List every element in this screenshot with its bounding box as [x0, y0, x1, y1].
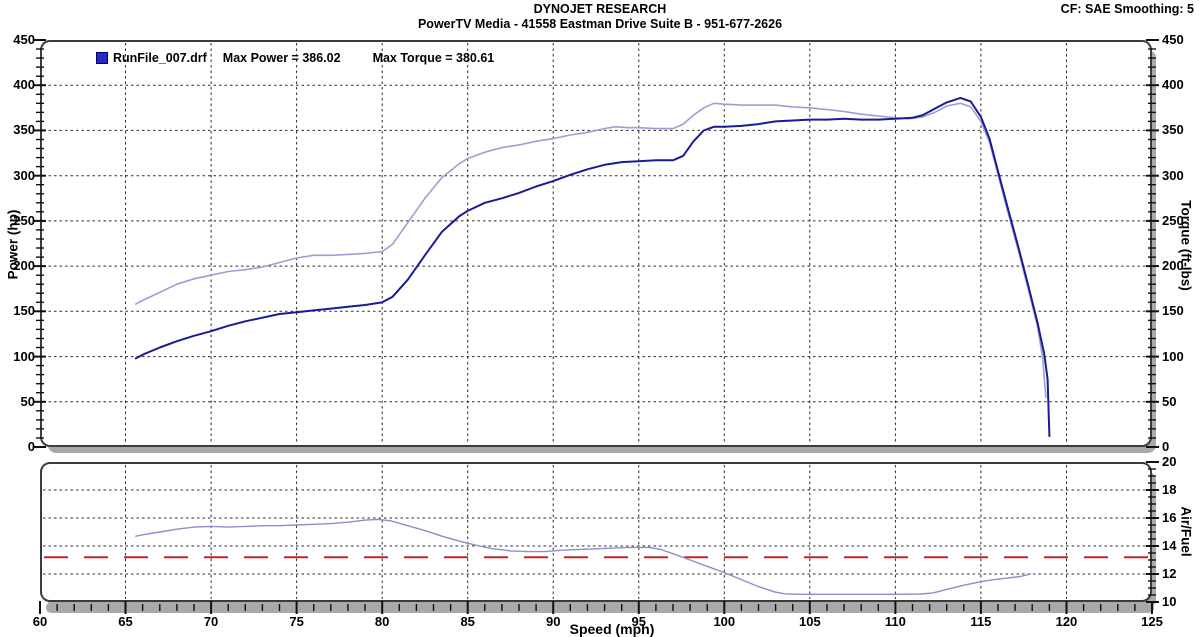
power-tick-label: 0 [27, 439, 35, 454]
torque-tick-label: 250 [1162, 212, 1184, 228]
power-axis-title: Power (hp) [5, 209, 21, 280]
speed-tick-label: 115 [970, 614, 992, 629]
airfuel-tick-label: 20 [1162, 454, 1177, 469]
torque-tick-label: 350 [1162, 122, 1184, 138]
correction-smoothing-info: CF: SAE Smoothing: 5 [1060, 2, 1194, 16]
power-tick-label: 400 [13, 77, 35, 93]
torque-tick-label: 400 [1162, 77, 1184, 93]
speed-tick-label: 75 [289, 614, 304, 629]
airfuel-plot-area [40, 462, 1152, 602]
torque-tick-label: 0 [1162, 439, 1170, 454]
torque-axis-title: Torque (ft-lbs) [1178, 200, 1194, 291]
power-tick-label: 350 [13, 122, 35, 138]
speed-tick-label: 85 [460, 614, 475, 629]
power-tick-label: 100 [13, 348, 35, 364]
speed-tick-label: 125 [1141, 614, 1163, 629]
speed-tick-label: 65 [118, 614, 133, 629]
speed-tick-label: 105 [798, 614, 821, 629]
airfuel-tick-label: 18 [1162, 482, 1177, 497]
speed-tick-label: 80 [374, 614, 390, 629]
legend-max-power: Max Power = 386.02 [222, 51, 341, 65]
x-axis-bar [46, 602, 1154, 613]
torque-tick-label: 300 [1162, 167, 1184, 183]
speed-axis-title: Speed (mph) [569, 621, 655, 637]
power-tick-label: 250 [13, 212, 35, 228]
power-tick-label: 450 [13, 32, 35, 47]
legend-max-torque: Max Torque = 380.61 [372, 51, 495, 65]
speed-tick-label: 70 [203, 614, 219, 629]
power-tick-label: 200 [13, 258, 35, 274]
speed-tick-label: 100 [713, 614, 736, 629]
airfuel-tick-label: 12 [1162, 566, 1177, 581]
power-tick-label: 50 [20, 393, 35, 409]
power-tick-label: 150 [13, 303, 35, 319]
airfuel-axis-title: Air/Fuel [1178, 506, 1194, 557]
torque-tick-label: 50 [1162, 393, 1177, 409]
speed-tick-label: 110 [884, 614, 906, 629]
speed-tick-label: 90 [545, 614, 561, 629]
power-tick-label: 300 [13, 167, 35, 183]
speed-tick-label: 120 [1055, 614, 1078, 629]
shop-address: PowerTV Media - 41558 Eastman Drive Suit… [417, 17, 783, 31]
torque-tick-label: 200 [1162, 258, 1184, 274]
airfuel-tick-label: 14 [1162, 538, 1177, 553]
legend-run-file: RunFile_007.drf [113, 51, 207, 65]
airfuel-tick-label: 16 [1162, 510, 1177, 525]
power-torque-plot-area [40, 40, 1152, 447]
airfuel-tick-label: 10 [1162, 594, 1177, 609]
legend: RunFile_007.drf Max Power = 386.02 Max T… [96, 51, 494, 65]
speed-tick-label: 60 [32, 614, 48, 629]
torque-tick-label: 450 [1162, 32, 1184, 47]
torque-tick-label: 150 [1162, 303, 1184, 319]
speed-tick-label: 95 [631, 614, 646, 629]
report-title: DYNOJET RESEARCH [533, 2, 667, 16]
torque-tick-label: 100 [1162, 348, 1184, 364]
run-file-marker-icon [96, 52, 108, 64]
